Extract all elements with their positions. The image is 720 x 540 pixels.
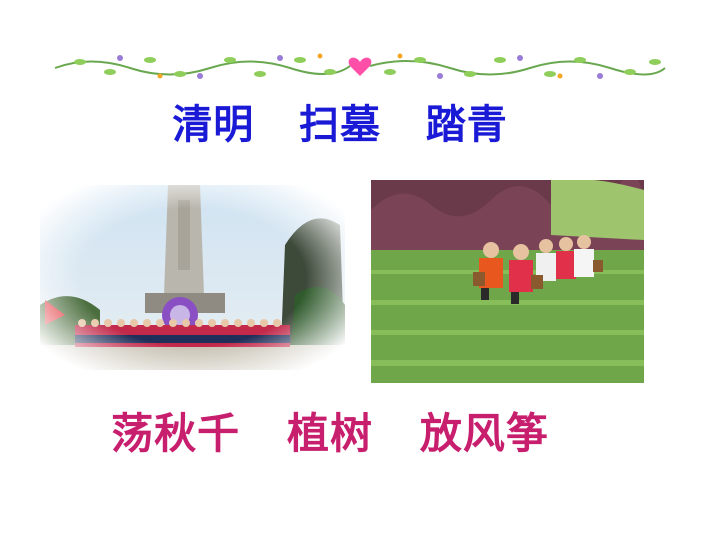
bottom-title: 荡秋千 植树 放风筝 xyxy=(111,409,549,458)
field-photo xyxy=(371,180,644,383)
top-title: 清明 扫墓 踏青 xyxy=(172,102,508,148)
monument-photo xyxy=(40,185,345,370)
vine-divider-ornament xyxy=(54,53,666,79)
